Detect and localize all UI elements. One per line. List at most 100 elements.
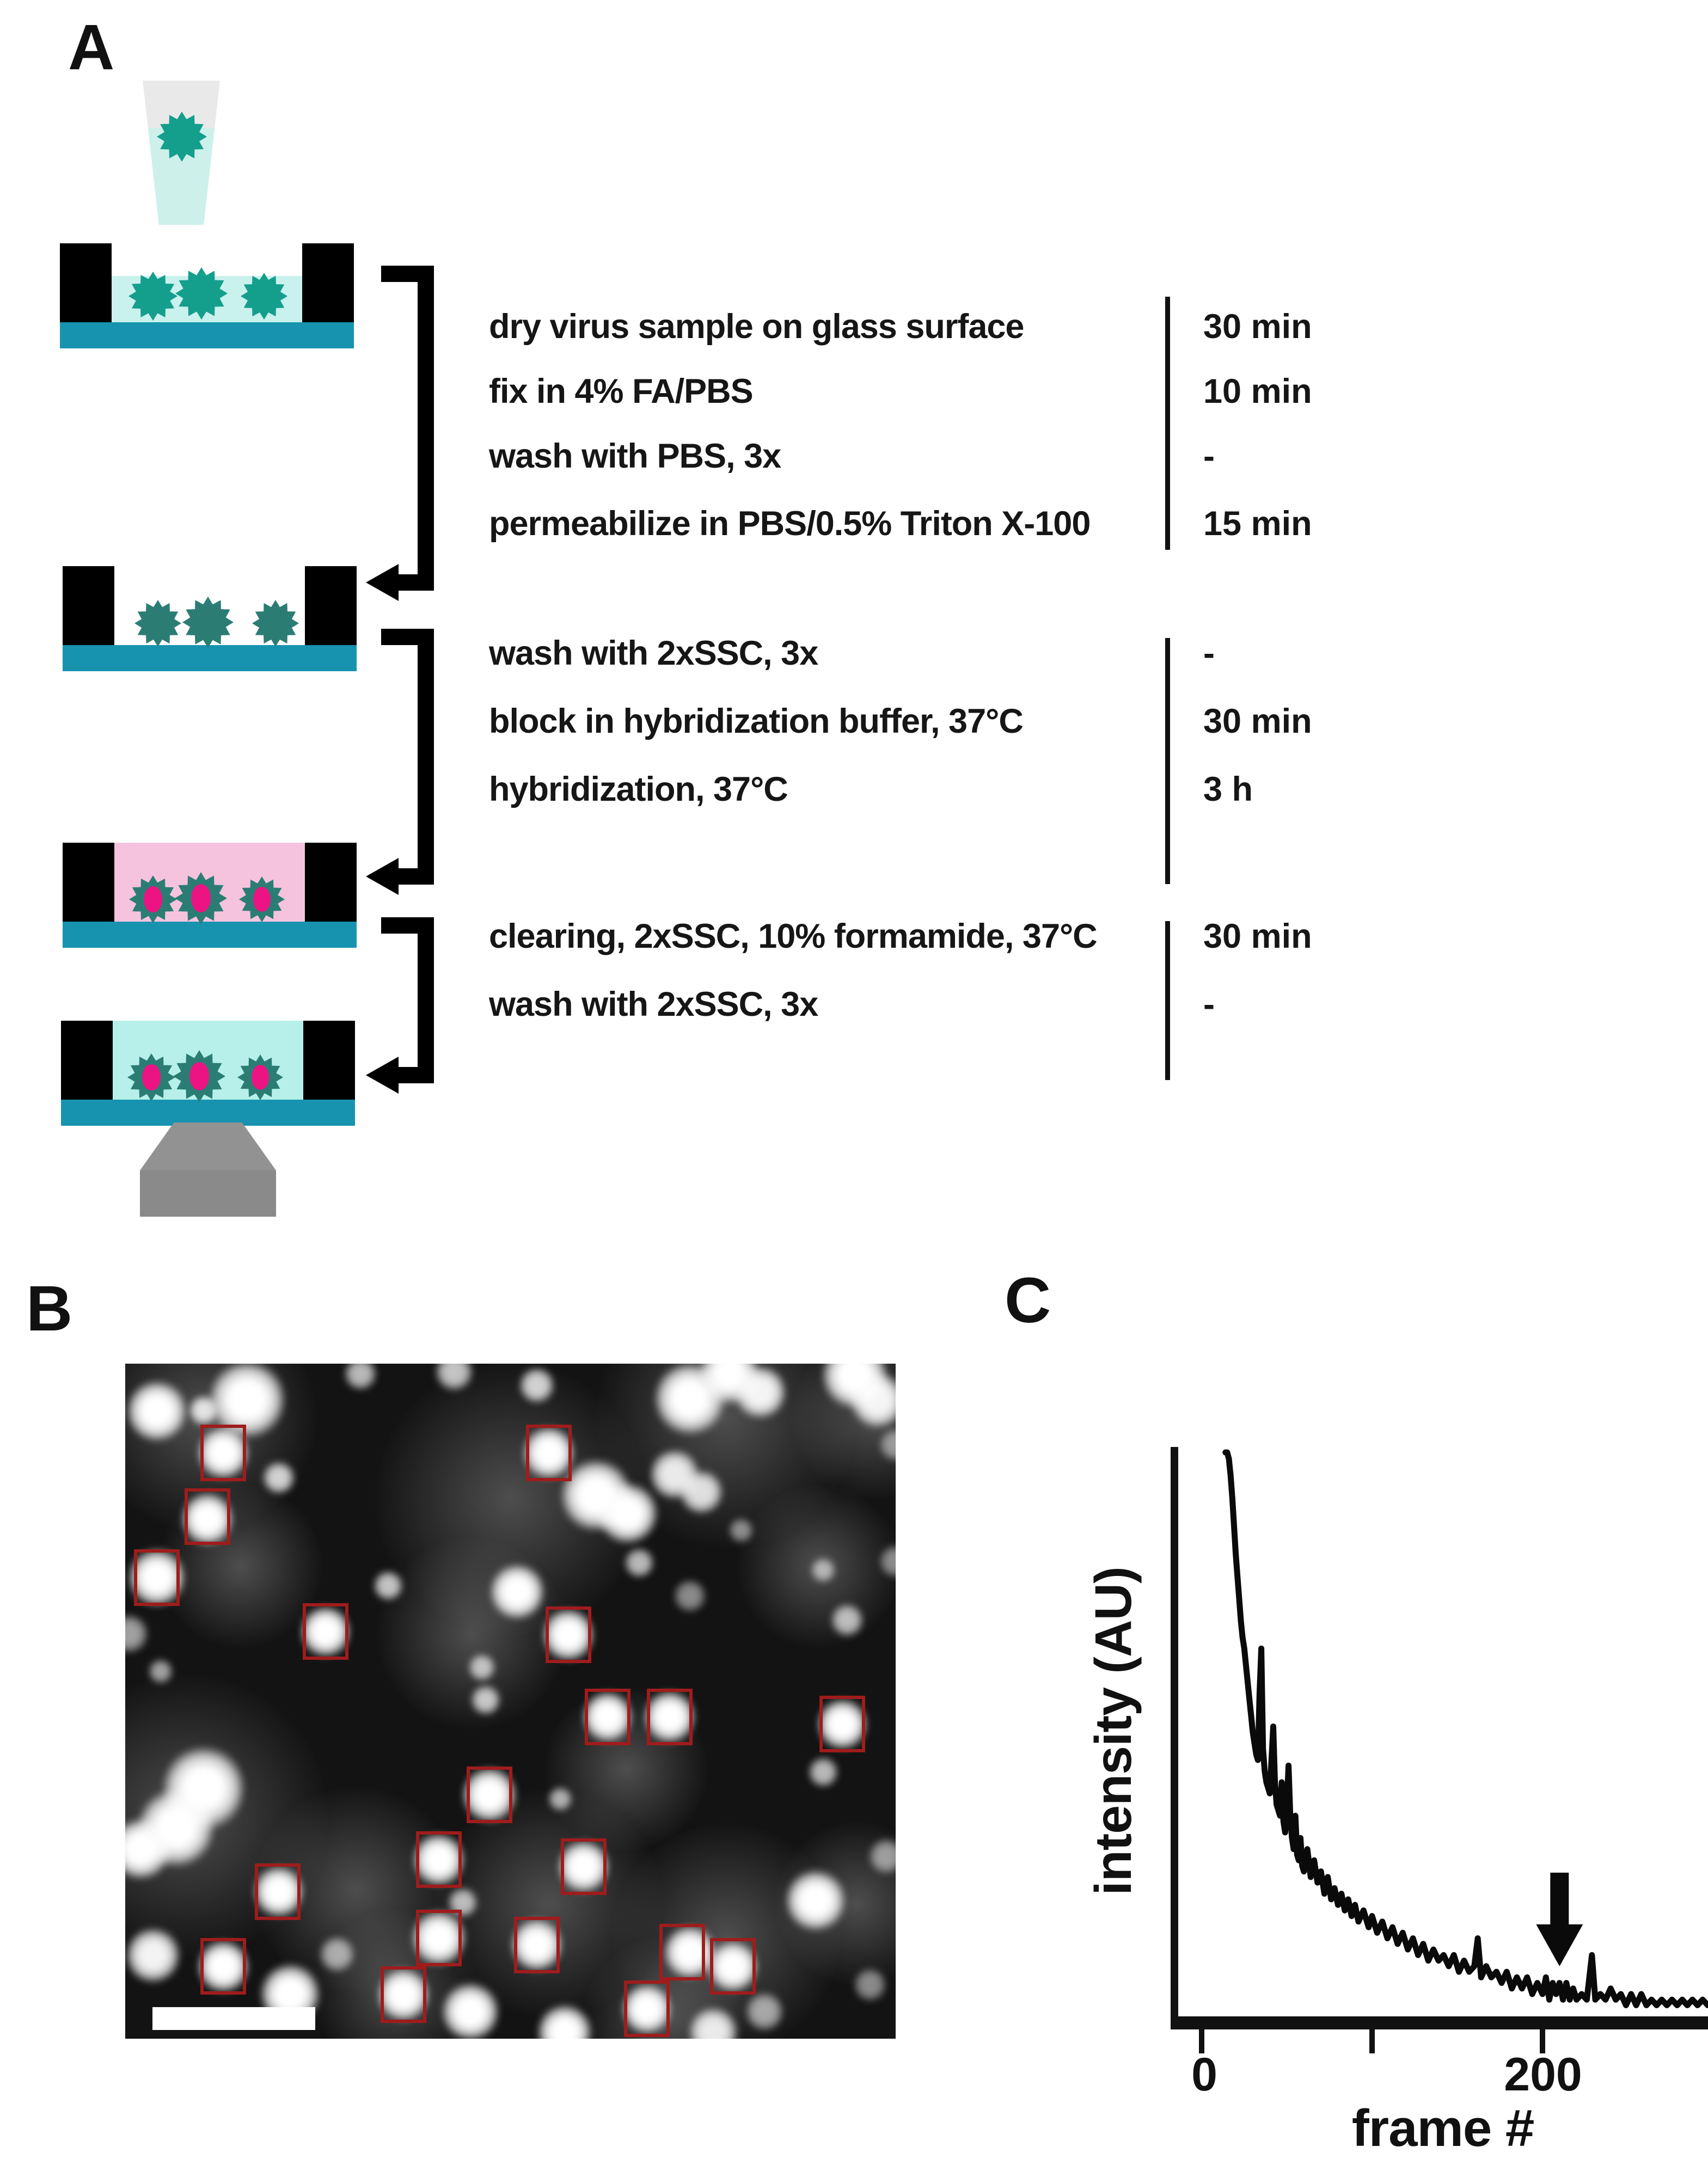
detection-box <box>134 1549 180 1606</box>
fluorescent-spot <box>377 1967 430 2023</box>
detection-box <box>185 1488 231 1545</box>
protocol-duration: 10 min <box>1203 372 1312 410</box>
protocol-duration: 3 h <box>1203 770 1253 808</box>
detection-box <box>710 1938 756 1995</box>
fluorescent-spot <box>125 1926 180 1985</box>
fluorescent-spot <box>745 1991 784 2033</box>
protocol-duration: - <box>1203 985 1215 1023</box>
y-axis-label: intensity (AU) <box>1085 1567 1142 1896</box>
fluorescent-spot <box>644 1689 696 1745</box>
slide-spacer-left <box>61 1021 113 1100</box>
slide-spacer-left <box>63 843 114 922</box>
detection-box <box>200 1424 246 1481</box>
fluorescent-spot <box>548 1786 573 1813</box>
glass-surface <box>61 1100 355 1126</box>
x-axis-tick <box>1199 2029 1204 2053</box>
detection-box <box>647 1688 693 1745</box>
fish-probe-signal <box>144 886 162 912</box>
y-axis-line <box>1171 1447 1178 2029</box>
fluorescent-spot <box>188 1394 219 1427</box>
protocol-duration: 30 min <box>1203 702 1312 740</box>
protocol-step: wash with 2xSSC, 3x <box>489 985 818 1023</box>
objective-icon <box>140 1123 276 1170</box>
fluorescent-spot <box>148 1658 173 1685</box>
fluorescent-spot <box>519 1366 555 1404</box>
protocol-step: clearing, 2xSSC, 10% formamide, 37°C <box>489 917 1098 955</box>
intensity-trace <box>1222 1449 1708 2008</box>
fluorescent-spot <box>344 1364 377 1391</box>
fluorescent-spot <box>674 1578 707 1614</box>
detection-box <box>302 1603 348 1660</box>
fluorescent-spot <box>128 1547 186 1609</box>
detection-box <box>584 1688 630 1745</box>
fluorescent-spot <box>413 1832 465 1888</box>
fluorescent-spot <box>490 1562 545 1622</box>
detection-box <box>526 1424 572 1481</box>
fish-probe-signal <box>252 1065 269 1090</box>
fluorescent-spot <box>624 1547 654 1579</box>
fluorescent-spot <box>558 1838 610 1895</box>
protocol-step: fix in 4% FA/PBS <box>489 372 754 410</box>
annotation-arrow-head <box>1536 1924 1583 1966</box>
fluorescence-micrograph <box>125 1364 896 2039</box>
objective-icon <box>140 1170 276 1217</box>
fluorescent-spot <box>411 1909 466 1968</box>
x-tick-label-200: 200 <box>1504 2048 1582 2101</box>
fluorescent-spot <box>664 1924 716 1980</box>
slide-diagram-hybridization <box>63 843 357 948</box>
slide-spacer-right <box>305 843 357 922</box>
fluorescent-spot <box>854 1967 887 2003</box>
duration-divider-line <box>1165 297 1170 550</box>
fluorescent-spot <box>253 1864 304 1919</box>
duration-divider-line <box>1165 921 1170 1080</box>
fluorescent-spot <box>260 1961 320 2027</box>
duration-divider-line <box>1165 638 1170 884</box>
fish-probe-signal <box>189 1062 210 1090</box>
x-axis-tick <box>1540 2029 1545 2053</box>
panel-b-label: B <box>26 1273 73 1345</box>
fluorescent-spot <box>442 1980 499 2039</box>
protocol-duration: - <box>1203 437 1215 475</box>
step-bracket-arrow-1 <box>366 266 434 601</box>
fluorescent-spot <box>319 1935 355 1974</box>
detection-box <box>380 1966 426 2023</box>
fluorescent-spot <box>582 1689 633 1744</box>
slide-diagram-fixed <box>63 566 357 671</box>
slide-spacer-right <box>303 1021 355 1100</box>
fluorescent-spot <box>511 1917 563 1973</box>
protocol-duration: 30 min <box>1203 917 1312 955</box>
fluorescent-spot <box>708 1939 758 1994</box>
x-axis-line <box>1171 2016 1708 2029</box>
detection-box <box>200 1938 246 1995</box>
fluorescent-spot <box>468 1653 496 1682</box>
protocol-duration: 15 min <box>1203 505 1312 543</box>
fluorescent-spot <box>734 1364 786 1420</box>
fluorescent-spot <box>597 1481 658 1546</box>
fluorescent-spot <box>850 1370 896 1430</box>
detection-box <box>560 1838 607 1895</box>
glass-surface <box>63 922 357 948</box>
fluorescent-spot <box>542 1607 595 1663</box>
fluorescent-spot <box>728 1517 754 1544</box>
fluorescent-spot <box>868 1837 896 1876</box>
detection-box <box>623 1980 670 2038</box>
virus-particle-icon <box>252 600 299 647</box>
fluorescent-spot <box>373 1569 403 1602</box>
x-axis-tick <box>1369 2029 1375 2053</box>
fluorescent-spot <box>262 1460 295 1495</box>
step-bracket-arrow-3 <box>366 917 434 1094</box>
detection-box <box>659 1924 706 1981</box>
fish-probe-signal <box>191 884 211 912</box>
detection-box <box>819 1696 866 1753</box>
fluorescent-spot <box>811 1557 836 1584</box>
protocol-step: wash with PBS, 3x <box>489 437 781 475</box>
slide-spacer-left <box>60 243 112 322</box>
panel-c-label: C <box>1005 1265 1051 1336</box>
fluorescent-spot <box>462 1765 517 1825</box>
fluorescent-spot <box>127 1378 187 1444</box>
detection-box <box>513 1916 560 1973</box>
detection-box <box>545 1606 591 1664</box>
glass-surface <box>60 322 354 348</box>
fluorescent-spot <box>181 1491 234 1547</box>
